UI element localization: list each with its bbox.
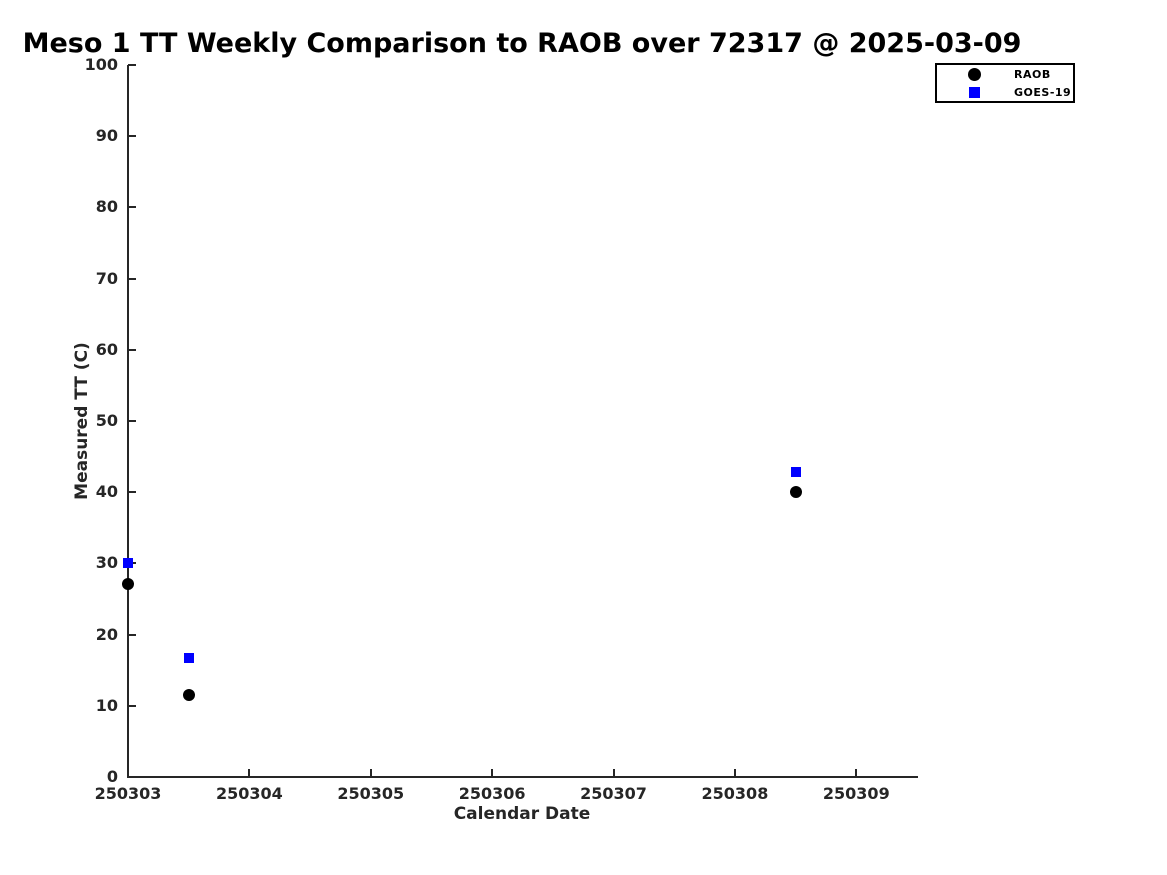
y-tick-mark — [128, 135, 136, 138]
x-tick-mark — [127, 769, 129, 777]
x-tick-mark — [733, 769, 736, 777]
y-tick-mark — [128, 491, 136, 494]
y-tick-label: 100 — [84, 55, 118, 74]
x-tick-mark — [369, 769, 372, 777]
y-tick-label: 10 — [95, 695, 118, 715]
data-point-raob — [122, 578, 134, 591]
x-tick-mark — [855, 769, 858, 777]
data-point-raob — [789, 486, 802, 499]
y-tick-mark — [128, 64, 136, 66]
y-tick-mark — [128, 704, 136, 707]
x-tick-label: 250305 — [337, 784, 405, 803]
y-tick-mark — [128, 277, 136, 280]
x-tick-label: 250303 — [94, 784, 162, 803]
y-tick-label: 50 — [95, 411, 118, 430]
y-tick-mark — [128, 206, 136, 209]
raob-circle-marker-icon — [967, 67, 981, 81]
x-tick-label: 250306 — [458, 784, 526, 803]
x-axis-line — [127, 776, 918, 778]
y-tick-label: 80 — [95, 197, 118, 217]
x-tick-label: 250307 — [580, 784, 647, 803]
y-tick-mark — [128, 633, 136, 636]
data-point-raob — [182, 689, 195, 702]
y-tick-mark — [128, 420, 136, 422]
legend-entry-goes19: GOES-19 — [937, 83, 1073, 101]
data-point-goes-19 — [790, 467, 801, 478]
data-point-goes-19 — [123, 558, 133, 569]
y-tick-label: 30 — [95, 553, 118, 573]
x-axis-label: Calendar Date — [453, 804, 591, 824]
y-tick-label: 70 — [95, 268, 118, 288]
y-tick-label: 60 — [95, 339, 118, 359]
y-tick-mark — [128, 348, 136, 351]
x-tick-label: 250309 — [822, 784, 890, 803]
y-tick-mark — [128, 776, 136, 778]
legend-label-goes19: GOES-19 — [1014, 85, 1072, 99]
y-tick-label: 90 — [95, 126, 118, 146]
y-tick-label: 40 — [95, 482, 118, 502]
x-tick-mark — [491, 769, 494, 777]
legend: RAOB GOES-19 — [935, 63, 1075, 103]
goes19-square-marker-icon — [967, 85, 981, 99]
legend-entry-raob: RAOB — [937, 65, 1073, 83]
x-tick-label: 250308 — [701, 784, 769, 803]
x-tick-mark — [248, 769, 251, 777]
data-point-goes-19 — [183, 653, 194, 664]
legend-label-raob: RAOB — [1014, 67, 1051, 81]
y-tick-label: 20 — [95, 624, 118, 644]
chart-title: Meso 1 TT Weekly Comparison to RAOB over… — [22, 28, 1022, 59]
y-tick-label: 0 — [106, 767, 118, 786]
x-tick-mark — [612, 769, 615, 777]
x-tick-label: 250304 — [215, 784, 283, 803]
